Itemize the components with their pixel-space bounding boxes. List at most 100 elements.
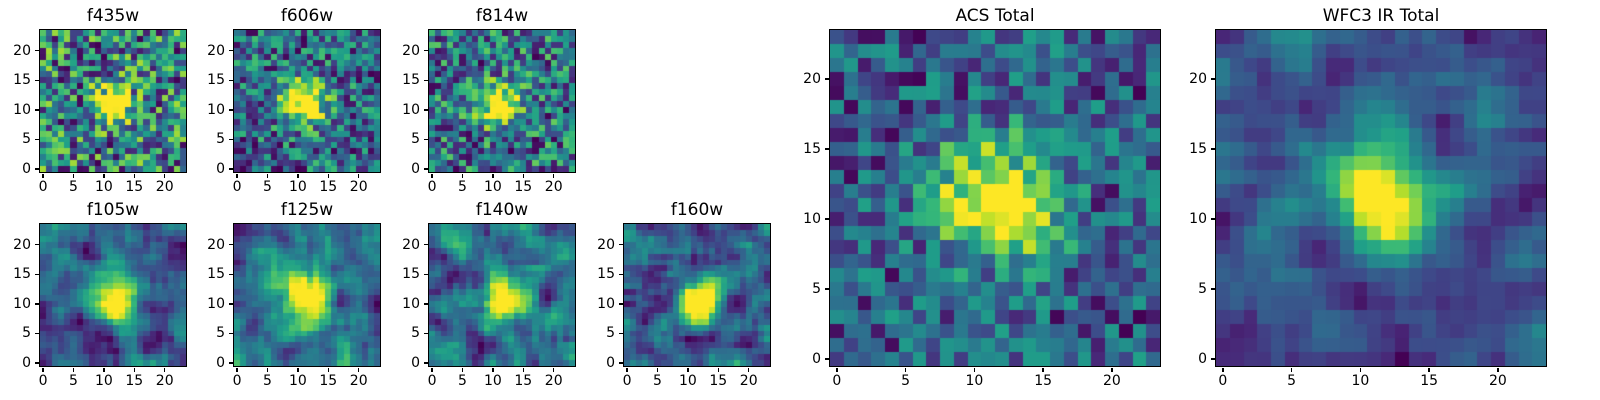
x-tick-mark <box>522 173 525 178</box>
y-tick-mark <box>423 109 428 111</box>
panel-title-f435w: f435w <box>86 6 140 26</box>
x-tick-label: 10 <box>94 179 113 195</box>
y-tick-label: 20 <box>207 42 225 59</box>
x-tick-label: 20 <box>1488 373 1507 389</box>
x-tick-label: 15 <box>1034 373 1053 389</box>
x-tick-label: 0 <box>38 373 48 389</box>
y-tick-mark <box>228 79 233 82</box>
x-tick-label: 20 <box>1102 373 1121 389</box>
x-tick-label: 15 <box>709 373 728 389</box>
panel-title-f160w: f160w <box>670 200 724 220</box>
y-tick-mark <box>34 168 39 170</box>
y-tick-label: 0 <box>411 355 420 372</box>
x-tick-mark <box>266 367 269 372</box>
x-tick-label: 0 <box>427 373 437 389</box>
y-tick-mark <box>1210 288 1215 290</box>
y-tick-mark <box>1210 78 1215 80</box>
x-tick-label: 10 <box>94 373 113 389</box>
y-tick-mark <box>423 332 428 335</box>
y-tick-mark <box>824 78 829 80</box>
y-tick-mark <box>34 138 39 141</box>
heatmap-acs_total <box>829 29 1160 366</box>
heatmap-f140w <box>428 223 575 366</box>
y-tick-label: 15 <box>1189 141 1207 157</box>
x-tick-mark <box>687 367 689 372</box>
x-tick-mark <box>72 173 75 178</box>
heatmap-f606w <box>233 29 380 172</box>
x-tick-label: 0 <box>1218 373 1228 389</box>
y-tick-label: 0 <box>1198 351 1207 367</box>
panel-title-f140w: f140w <box>475 200 529 220</box>
heatmap-f125w <box>233 223 380 366</box>
x-tick-mark <box>357 367 360 372</box>
y-tick-label: 5 <box>22 325 31 342</box>
y-tick-mark <box>228 168 233 170</box>
plot-area-f606w <box>232 28 381 173</box>
y-tick-label: 5 <box>411 325 420 342</box>
y-tick-label: 5 <box>216 131 225 148</box>
y-tick-label: 20 <box>402 42 420 59</box>
plot-area-f140w <box>427 222 576 367</box>
x-tick-label: 5 <box>262 373 272 389</box>
y-tick-label: 0 <box>216 355 225 372</box>
x-tick-mark <box>1042 367 1044 372</box>
y-tick-mark <box>228 303 233 305</box>
x-tick-label: 20 <box>349 373 368 389</box>
y-tick-label: 10 <box>803 211 821 227</box>
y-tick-mark <box>618 332 623 335</box>
plot-area-f435w <box>38 28 187 173</box>
x-tick-mark <box>1359 367 1362 372</box>
y-tick-mark <box>423 243 428 246</box>
y-tick-mark <box>618 273 623 276</box>
plot-area-f105w <box>38 222 187 367</box>
heatmap-f435w <box>39 29 186 172</box>
x-tick-mark <box>552 367 555 372</box>
x-tick-label: 10 <box>288 179 307 195</box>
y-tick-mark <box>228 49 233 52</box>
x-tick-mark <box>42 173 44 178</box>
x-tick-mark <box>1497 367 1499 372</box>
plot-area-acs_total <box>828 28 1161 367</box>
x-tick-mark <box>327 173 330 178</box>
y-tick-label: 15 <box>402 266 420 283</box>
y-tick-label: 15 <box>207 72 225 89</box>
y-tick-label: 10 <box>207 295 225 312</box>
y-tick-label: 20 <box>402 236 420 253</box>
x-tick-label: 20 <box>544 179 563 195</box>
x-tick-mark <box>836 367 838 372</box>
y-tick-mark <box>34 109 39 111</box>
y-tick-label: 0 <box>22 161 31 178</box>
x-tick-mark <box>461 367 464 372</box>
y-tick-label: 20 <box>803 71 821 87</box>
x-tick-mark <box>1428 367 1430 372</box>
y-tick-mark <box>618 243 623 246</box>
y-tick-mark <box>228 109 233 111</box>
y-tick-label: 10 <box>597 295 615 312</box>
y-tick-mark <box>824 358 829 360</box>
x-tick-label: 20 <box>155 179 174 195</box>
y-tick-label: 15 <box>803 141 821 157</box>
x-tick-mark <box>1222 367 1224 372</box>
x-tick-label: 20 <box>544 373 563 389</box>
y-tick-mark <box>34 273 39 276</box>
heatmap-f105w <box>39 223 186 366</box>
x-tick-mark <box>103 173 105 178</box>
x-tick-mark <box>133 367 136 372</box>
x-tick-mark <box>297 173 299 178</box>
x-tick-label: 15 <box>125 179 144 195</box>
y-tick-mark <box>423 79 428 82</box>
x-tick-mark <box>522 367 525 372</box>
x-tick-label: 20 <box>349 179 368 195</box>
x-tick-label: 10 <box>483 179 502 195</box>
heatmap-f814w <box>428 29 575 172</box>
x-tick-label: 0 <box>832 373 842 389</box>
y-tick-mark <box>423 273 428 276</box>
y-tick-label: 20 <box>207 236 225 253</box>
y-tick-label: 10 <box>207 101 225 118</box>
y-tick-mark <box>1210 218 1215 220</box>
y-tick-label: 15 <box>402 72 420 89</box>
x-tick-label: 5 <box>901 373 911 389</box>
y-tick-label: 5 <box>1198 281 1207 297</box>
x-tick-mark <box>133 173 136 178</box>
